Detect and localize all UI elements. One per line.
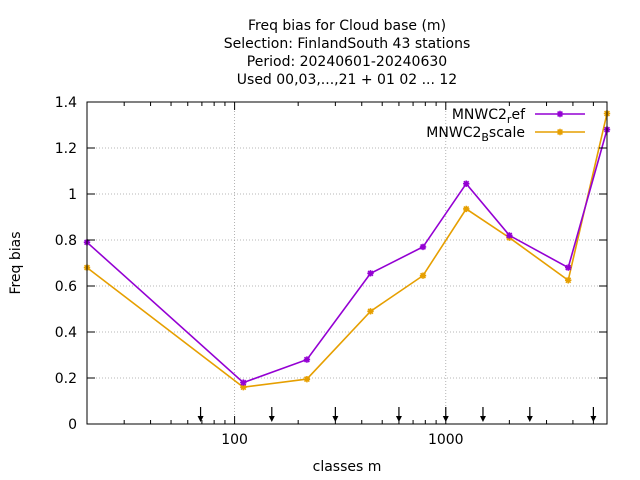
data-point	[240, 384, 247, 391]
title-line: Selection: FinlandSouth 43 stations	[224, 36, 471, 52]
x-tick-label: 100	[221, 432, 248, 448]
series-b	[83, 110, 611, 391]
class-marker-head	[479, 416, 486, 422]
title-line: Period: 20240601-20240630	[247, 54, 447, 70]
class-marker-head	[395, 416, 402, 422]
data-point	[463, 205, 470, 213]
data-point	[565, 277, 572, 284]
y-tick-label: 0.6	[55, 279, 77, 295]
ticks: 0 0.2 0.4 0.6 0.8 1 1.2 1.4 100 1000	[55, 95, 607, 448]
legend-marker	[556, 110, 564, 118]
chart-title: Freq bias for Cloud base (m) Selection: F…	[224, 18, 471, 88]
series-line	[86, 129, 608, 384]
data-point	[303, 356, 311, 363]
y-tick-label: 0.2	[55, 371, 77, 387]
x-tick-label: 1000	[428, 432, 464, 448]
series-r	[83, 126, 611, 386]
data-point	[463, 180, 470, 187]
data-point	[303, 375, 311, 383]
y-tick-label: 0.8	[55, 233, 77, 249]
data-point	[419, 243, 427, 251]
series-line	[86, 113, 608, 389]
x-axis-label: classes m	[313, 459, 382, 475]
legend-item: MNWC2Bscale	[426, 125, 585, 144]
class-marker-head	[332, 416, 339, 422]
legend-label: MNWC2Bscale	[426, 125, 525, 144]
y-tick-label: 0.4	[55, 325, 77, 341]
grid	[87, 102, 607, 424]
y-tick-label: 1.4	[55, 95, 77, 111]
legend-label: MNWC2ref	[452, 107, 526, 126]
data-point	[419, 272, 427, 279]
title-line: Used 00,03,...,21 + 01 02 ... 12	[237, 72, 457, 88]
class-marker-head	[197, 416, 204, 422]
y-tick-label: 1.2	[55, 141, 77, 157]
data-point	[367, 308, 374, 315]
class-marker-head	[590, 416, 597, 422]
series-group	[83, 110, 611, 391]
title-line: Freq bias for Cloud base (m)	[248, 18, 446, 34]
y-tick-label: 1	[68, 187, 77, 203]
plot-frame	[86, 101, 608, 425]
data-point	[240, 379, 247, 386]
data-point	[565, 264, 572, 271]
data-point	[506, 232, 513, 239]
y-axis-label: Freq bias	[8, 231, 24, 294]
y-tick-label: 0	[68, 417, 77, 433]
class-marker-head	[268, 416, 275, 422]
class-markers	[197, 407, 597, 422]
data-point	[367, 270, 374, 277]
legend-item: MNWC2ref	[452, 107, 585, 126]
class-marker-head	[526, 416, 533, 422]
legend-marker	[556, 128, 564, 136]
